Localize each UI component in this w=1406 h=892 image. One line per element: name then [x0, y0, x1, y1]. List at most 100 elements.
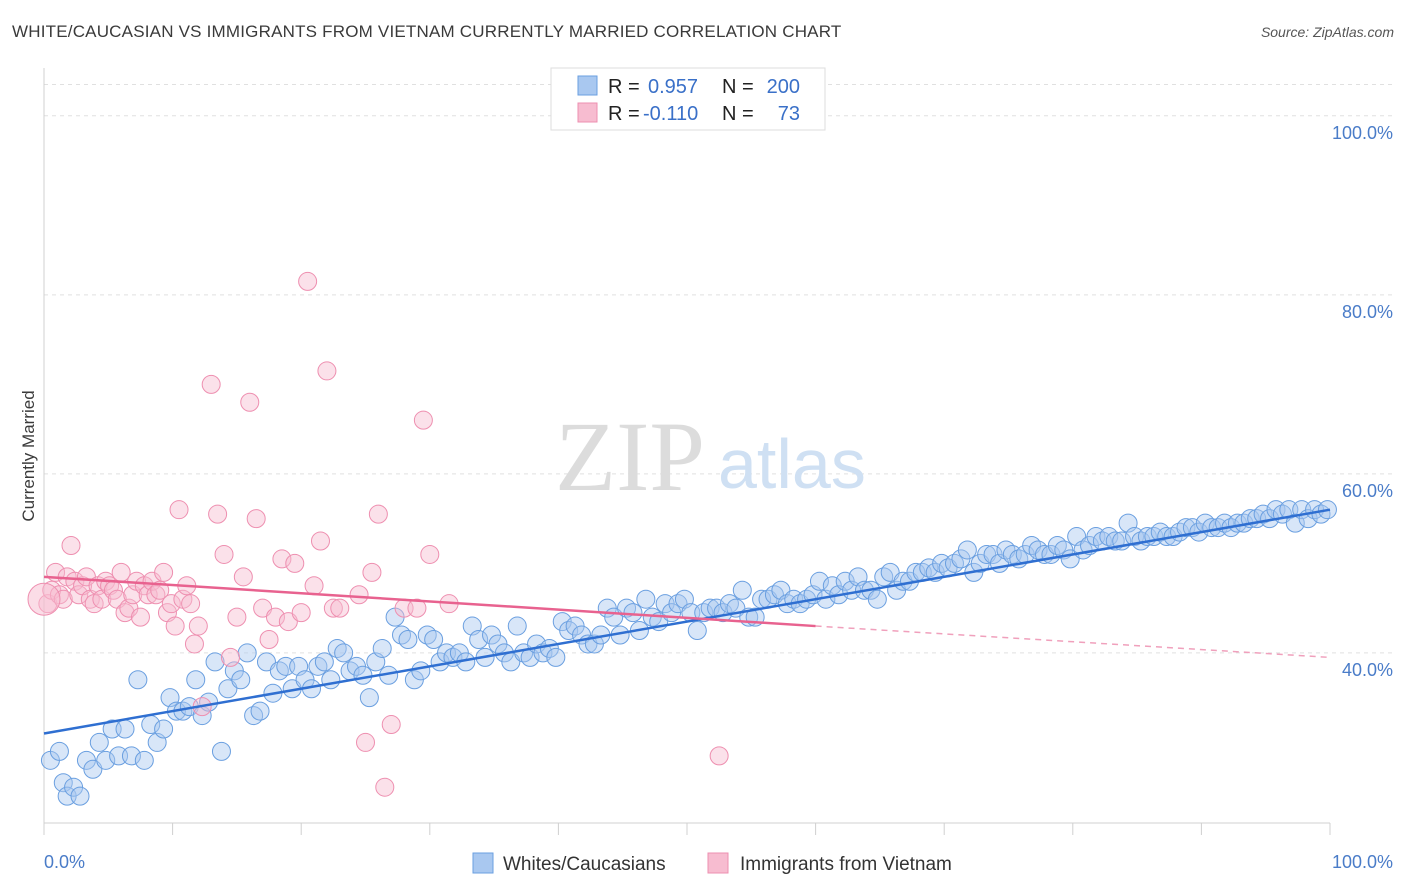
point-vietnam: [381, 715, 401, 735]
point-vietnam: [27, 582, 61, 616]
point-vietnam: [349, 585, 369, 605]
trend-line-vietnam: [43, 575, 816, 628]
point-vietnam: [298, 271, 318, 291]
point-vietnam: [272, 549, 292, 569]
legend-swatch-whites: [577, 75, 598, 96]
point-vietnam: [291, 603, 311, 623]
point-vietnam: [420, 544, 440, 564]
bottom-legend-swatch-whites: [472, 852, 494, 874]
legend-n-value-vietnam: 73: [778, 103, 800, 125]
point-whites: [70, 786, 90, 806]
point-vietnam: [368, 504, 388, 524]
point-whites: [732, 580, 752, 600]
point-whites: [1176, 518, 1196, 538]
point-vietnam: [61, 535, 81, 555]
point-whites: [321, 670, 341, 690]
point-whites: [314, 652, 334, 672]
y-tick-labels: 40.0% 60.0% 80.0% 100.0%: [1332, 123, 1393, 680]
point-whites: [231, 670, 251, 690]
point-vietnam: [265, 607, 285, 627]
point-vietnam: [375, 777, 395, 797]
y-tick-label: 100.0%: [1332, 123, 1393, 143]
point-whites: [128, 670, 148, 690]
point-vietnam: [709, 746, 729, 766]
point-vietnam: [169, 500, 189, 520]
point-whites: [469, 629, 489, 649]
point-whites: [623, 603, 643, 623]
bottom-legend-label-vietnam: Immigrants from Vietnam: [740, 854, 952, 875]
trend-line-whites: [43, 508, 1331, 735]
point-vietnam: [111, 562, 131, 582]
point-whites: [186, 670, 206, 690]
point-vietnam: [259, 629, 279, 649]
bottom-legend-swatch-vietnam: [707, 852, 729, 874]
point-whites: [636, 589, 656, 609]
point-vietnam: [181, 594, 201, 614]
point-whites: [424, 629, 444, 649]
point-whites: [89, 732, 109, 752]
point-vietnam: [356, 732, 375, 752]
point-vietnam: [150, 580, 170, 600]
chart-source: Source: ZipAtlas.com: [1260, 24, 1394, 40]
watermark-atlas: atlas: [718, 425, 866, 503]
x-tick-label-min: 0.0%: [44, 852, 85, 872]
point-whites: [546, 647, 566, 667]
point-vietnam: [154, 562, 174, 582]
point-vietnam: [304, 576, 324, 596]
point-whites: [372, 638, 392, 658]
point-whites: [353, 665, 373, 685]
point-vietnam: [220, 647, 240, 667]
point-vietnam: [362, 562, 382, 582]
y-axis-label: Currently Married: [19, 390, 38, 521]
point-whites: [237, 643, 257, 663]
point-whites: [359, 688, 379, 708]
point-vietnam: [413, 410, 433, 430]
legend-r-label-vietnam: R =: [608, 103, 640, 125]
point-vietnam: [246, 509, 266, 529]
point-vietnam: [285, 553, 305, 573]
point-whites: [957, 540, 977, 560]
bottom-legend: Whites/Caucasians Immigrants from Vietna…: [472, 852, 952, 875]
point-vietnam: [201, 374, 221, 394]
legend-n-label-whites: N =: [722, 76, 754, 98]
legend: R = 0.957 N = 200 R = -0.110 N = 73: [550, 67, 826, 131]
legend-r-label-whites: R =: [608, 76, 640, 98]
point-vietnam: [317, 361, 337, 381]
bottom-legend-label-whites: Whites/Caucasians: [503, 854, 666, 875]
point-whites: [121, 746, 141, 766]
x-tick-label-max: 100.0%: [1332, 852, 1393, 872]
scatter-points: [27, 271, 1337, 806]
point-vietnam: [240, 392, 260, 412]
point-whites: [134, 750, 154, 770]
legend-n-label-vietnam: N =: [722, 103, 754, 125]
axes: [43, 68, 1331, 835]
legend-n-value-whites: 200: [767, 76, 800, 98]
legend-r-value-vietnam: -0.110: [643, 103, 698, 125]
trend-line-vietnam-extrapolated: [815, 625, 1331, 659]
point-vietnam: [323, 598, 343, 618]
trend-lines: [43, 508, 1331, 735]
point-vietnam: [214, 544, 234, 564]
y-tick-label: 60.0%: [1342, 481, 1393, 501]
point-vietnam: [184, 634, 204, 654]
point-vietnam: [407, 598, 427, 618]
watermark: ZIP atlas: [555, 401, 866, 512]
point-whites: [809, 571, 829, 591]
chart-title: WHITE/CAUCASIAN VS IMMIGRANTS FROM VIETN…: [12, 22, 842, 41]
y-tick-label: 80.0%: [1342, 302, 1393, 322]
grid: [44, 83, 1392, 654]
point-vietnam: [161, 594, 181, 614]
point-whites: [507, 616, 527, 636]
legend-swatch-vietnam: [577, 102, 598, 123]
point-whites: [411, 661, 431, 681]
point-vietnam: [233, 567, 253, 587]
point-whites: [250, 701, 270, 721]
point-whites: [398, 629, 418, 649]
point-vietnam: [188, 616, 208, 636]
point-vietnam: [330, 598, 350, 618]
watermark-zip: ZIP: [555, 401, 705, 512]
point-whites: [115, 719, 135, 739]
point-vietnam: [165, 616, 185, 636]
point-vietnam: [227, 607, 247, 627]
